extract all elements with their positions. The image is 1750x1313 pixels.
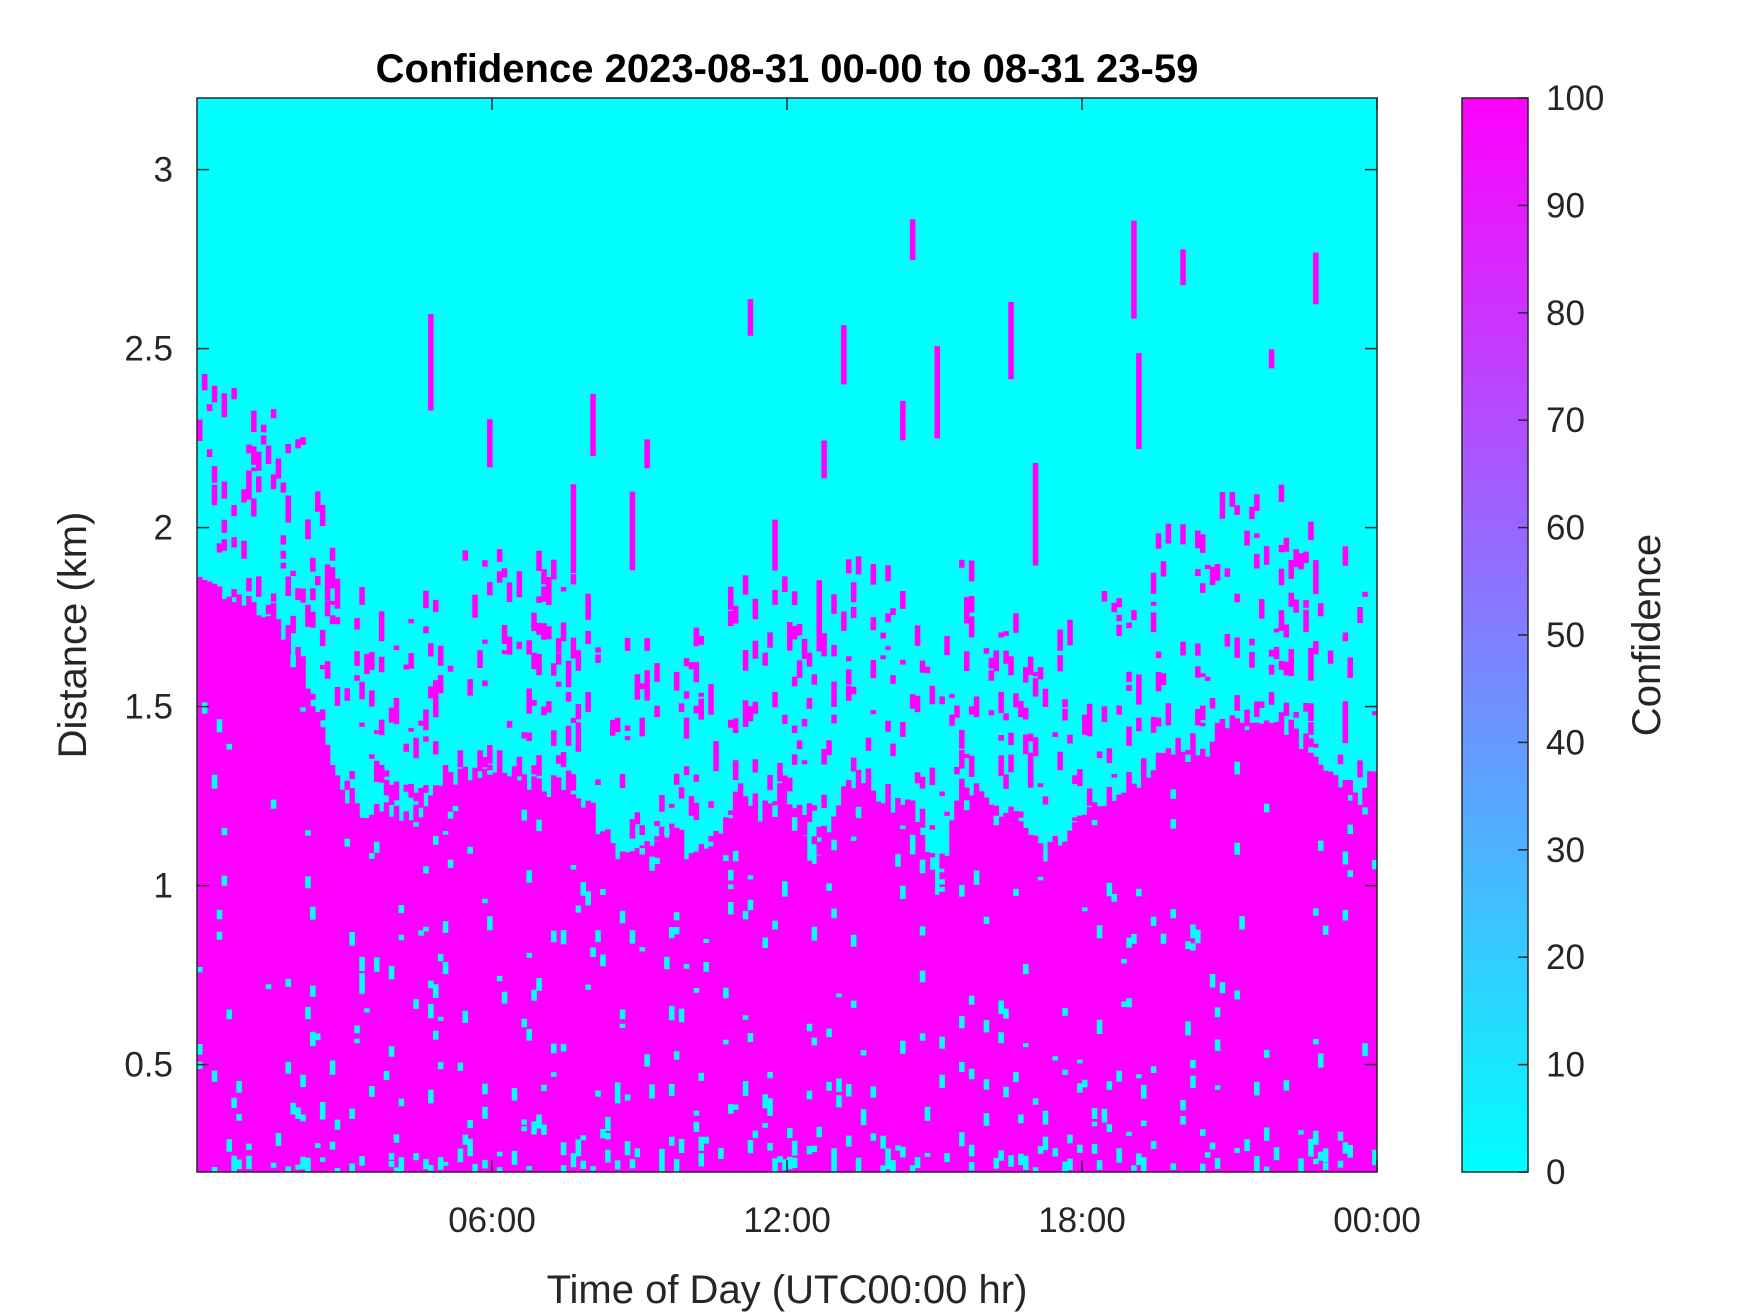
colorbar-tick-label: 30 [1546, 831, 1585, 870]
y-tick-label: 1.5 [124, 688, 173, 727]
colorbar-tick-label: 70 [1546, 401, 1585, 440]
colorbar-tick-label: 40 [1546, 723, 1585, 762]
y-axis-ticks: 0.5 1 1.5 2 2.5 3 [124, 151, 1377, 1085]
x-tick-label: 06:00 [448, 1201, 536, 1240]
colorbar-tick-label: 10 [1546, 1046, 1585, 1085]
y-tick-label: 1 [154, 867, 173, 906]
colorbar-tick-label: 80 [1546, 294, 1585, 333]
high-confidence-region [197, 219, 1377, 1172]
y-tick-label: 2.5 [124, 330, 173, 369]
colorbar-tick-label: 100 [1546, 79, 1604, 118]
colorbar: 0 10 20 30 40 50 60 70 80 90 100 Confidence [1461, 79, 1669, 1192]
y-tick-label: 2 [154, 509, 173, 548]
y-tick-label: 0.5 [124, 1046, 173, 1085]
x-tick-label: 12:00 [743, 1201, 831, 1240]
x-axis-ticks: 06:00 12:00 18:00 00:00 [448, 98, 1421, 1240]
chart-title: Confidence 2023-08-31 00-00 to 08-31 23-… [376, 47, 1199, 91]
colorbar-gradient [1461, 97, 1529, 1173]
colorbar-tick-label: 20 [1546, 938, 1585, 977]
colorbar-tick-label: 0 [1546, 1153, 1565, 1192]
x-tick-label: 00:00 [1333, 1201, 1421, 1240]
colorbar-tick-label: 90 [1546, 186, 1585, 225]
colorbar-tick-label: 60 [1546, 509, 1585, 548]
heatmap-cells [197, 219, 1377, 1172]
x-tick-label: 18:00 [1038, 1201, 1126, 1240]
y-tick-label: 3 [154, 151, 173, 190]
colorbar-label: Confidence [1625, 534, 1669, 736]
plot-area [196, 97, 1378, 1173]
x-axis-label: Time of Day (UTC00:00 hr) [547, 1268, 1028, 1312]
colorbar-ticks: 0 10 20 30 40 50 60 70 80 90 100 [1518, 79, 1604, 1192]
colorbar-tick-label: 50 [1546, 616, 1585, 655]
y-axis-label: Distance (km) [51, 512, 95, 759]
